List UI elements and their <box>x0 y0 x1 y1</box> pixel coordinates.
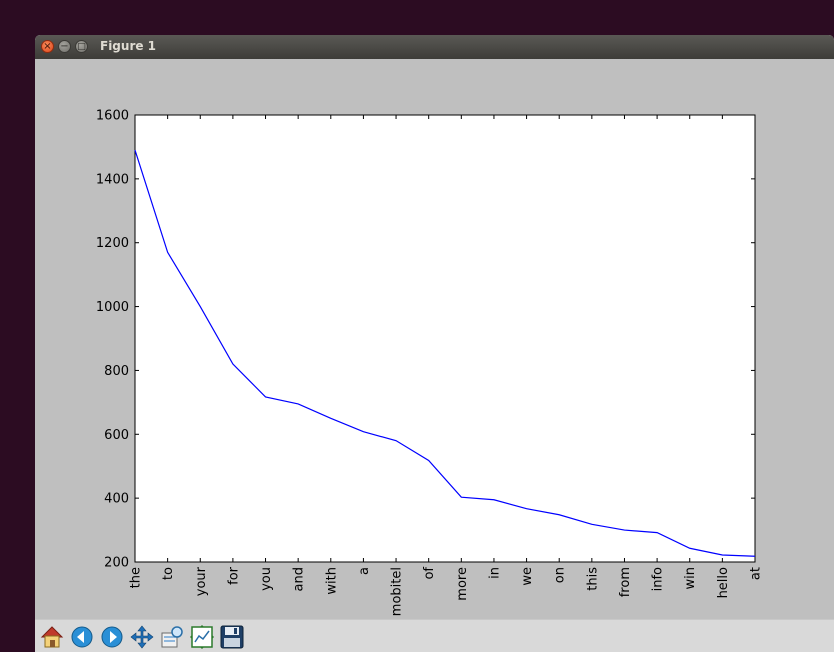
x-tick-label: mobitel <box>390 567 405 616</box>
save-button[interactable] <box>219 624 245 650</box>
pan-button[interactable] <box>129 624 155 650</box>
x-axis: the to your for you and with a mobitel of more in we… <box>129 115 764 616</box>
arrow-right-icon <box>101 626 123 648</box>
x-tick-label: your <box>194 566 209 596</box>
x-tick-label: in <box>487 567 502 579</box>
line-chart: 200 400 600 800 1000 1200 1400 1600 the to your fo… <box>96 109 764 617</box>
y-axis: 200 400 600 800 1000 1200 1400 1600 <box>96 109 755 571</box>
x-tick-label: you <box>259 567 274 591</box>
y-tick-label: 1600 <box>96 109 129 124</box>
zoom-button[interactable] <box>159 624 185 650</box>
close-icon: × <box>43 41 52 52</box>
maximize-icon: □ <box>77 42 86 52</box>
x-tick-label: at <box>749 567 764 580</box>
back-button[interactable] <box>69 624 95 650</box>
arrow-left-icon <box>71 626 93 648</box>
x-tick-label: the <box>129 567 144 588</box>
x-tick-label: hello <box>716 567 731 598</box>
home-button[interactable] <box>39 624 65 650</box>
x-tick-label: this <box>585 567 600 591</box>
subplots-icon <box>190 625 214 649</box>
series-line <box>134 149 756 557</box>
x-tick-label: to <box>161 567 176 580</box>
x-tick-label: of <box>422 567 437 580</box>
x-tick-label: we <box>520 567 535 586</box>
figure-window: × − □ Figure 1 200 400 600 800 1000 1200 1400 1… <box>35 35 834 652</box>
move-arrows-icon <box>130 625 154 649</box>
floppy-disk-icon <box>220 625 244 649</box>
close-window-button[interactable]: × <box>41 40 54 53</box>
x-tick-label: for <box>226 566 241 585</box>
x-tick-label: more <box>455 567 470 601</box>
zoom-rect-icon <box>161 626 183 648</box>
x-tick-label: a <box>357 567 372 575</box>
y-tick-label: 1400 <box>96 172 129 187</box>
figure-canvas[interactable]: 200 400 600 800 1000 1200 1400 1600 the to your fo… <box>35 59 834 619</box>
minimize-window-button[interactable]: − <box>58 40 71 53</box>
forward-button[interactable] <box>99 624 125 650</box>
y-tick-label: 1000 <box>96 300 129 315</box>
navigation-toolbar <box>35 619 834 652</box>
home-icon <box>40 626 64 648</box>
plot-area <box>134 114 756 563</box>
series-layer <box>134 149 756 557</box>
x-tick-label: win <box>683 567 698 589</box>
y-tick-label: 1200 <box>96 236 129 251</box>
title-bar: × − □ Figure 1 <box>35 35 834 59</box>
maximize-window-button[interactable]: □ <box>75 40 88 53</box>
y-tick-label: 800 <box>104 364 129 379</box>
x-tick-label: and <box>292 567 307 591</box>
window-title: Figure 1 <box>100 39 157 53</box>
y-tick-label: 600 <box>104 428 129 443</box>
x-tick-label: from <box>618 567 633 597</box>
x-tick-label: info <box>651 567 666 591</box>
y-tick-label: 400 <box>104 492 129 507</box>
minimize-icon: − <box>60 41 69 52</box>
subplots-button[interactable] <box>189 624 215 650</box>
y-tick-label: 200 <box>104 556 129 571</box>
x-tick-label: on <box>553 567 568 583</box>
x-tick-label: with <box>324 567 339 595</box>
